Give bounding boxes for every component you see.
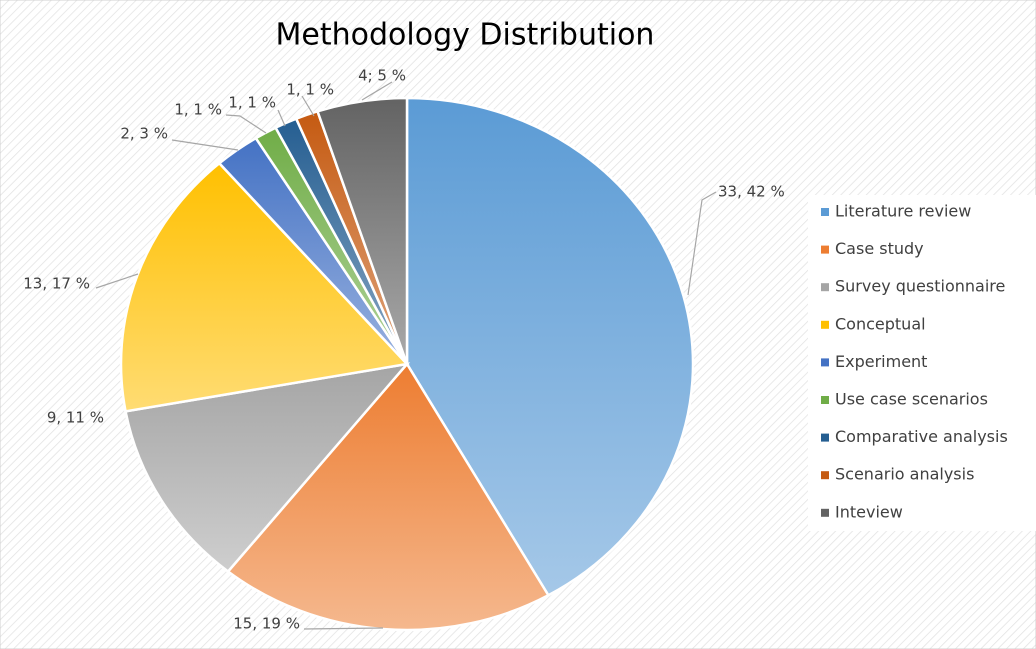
legend-swatch [821,320,829,329]
legend-swatch [821,508,829,517]
leader-line [361,81,393,101]
data-label: 1, 1 % [228,94,276,112]
data-label: 1, 1 % [286,81,334,99]
pie-slice [119,161,410,413]
legend-label: Scenario analysis [835,465,974,484]
leader-line [303,627,384,630]
legend-swatch [821,208,829,216]
legend-label: Literature review [835,202,971,221]
legend-label: Experiment [835,352,927,371]
leader-line [277,109,286,127]
legend-label: Comparative analysis [835,427,1008,446]
data-label: 13, 17 % [23,275,90,293]
data-label: 9, 11 % [47,409,104,427]
data-label: 4; 5 % [358,67,406,85]
data-label: 2, 3 % [120,125,168,143]
leader-line [301,95,315,117]
legend-label: Use case scenarios [835,390,988,409]
legend-label: Conceptual [835,314,926,333]
leader-line [171,139,239,151]
legend-swatch [821,358,829,367]
pie-slice [315,96,409,365]
legend-swatch [821,471,829,480]
legend-swatch [821,245,829,254]
pie-slice [124,362,411,574]
legend-swatch [821,433,829,442]
pie-slice [226,361,551,632]
legend-box [808,195,1036,531]
data-label: 15, 19 % [233,615,300,633]
legend-swatch [821,396,829,404]
pie-slice [405,96,695,597]
leader-line [225,114,267,134]
data-label: 33, 42 % [718,183,785,201]
legend-swatch [821,283,829,292]
legend-label: Case study [835,239,924,258]
data-label: 1, 1 % [174,101,222,119]
legend-label: Survey questionnaire [835,277,1005,296]
leader-line [687,191,717,296]
legend-label: Inteview [835,502,903,521]
chart-title: Methodology Distribution [276,18,655,53]
leader-line [95,273,139,289]
